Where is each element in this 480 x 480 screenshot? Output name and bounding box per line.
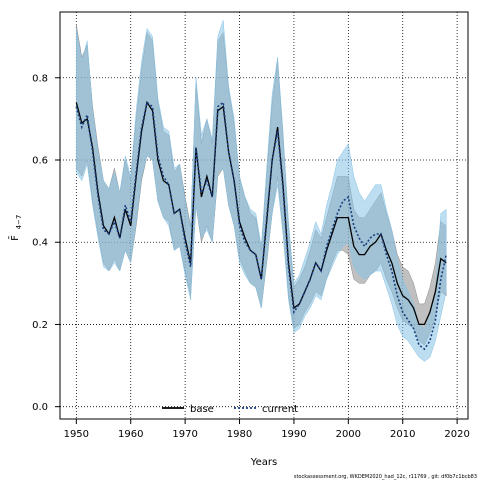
x-tick-label: 1960 xyxy=(118,429,143,440)
legend: base current xyxy=(162,404,298,415)
x-tick-label: 1970 xyxy=(172,429,197,440)
x-axis-title: Years xyxy=(250,457,277,468)
line-layer xyxy=(75,100,447,351)
tick-layer: 1950 1960 1970 1980 1990 2000 2010 2020 0.0 0.2 0.… xyxy=(32,73,470,440)
current-confidence-band xyxy=(76,20,447,362)
x-tick-label: 2000 xyxy=(336,429,361,440)
x-tick-label: 1950 xyxy=(64,429,89,440)
legend-current-label: current xyxy=(262,404,298,415)
y-tick-label: 0.0 xyxy=(32,402,48,413)
x-tick-label: 1990 xyxy=(281,429,306,440)
x-tick-label: 2020 xyxy=(444,429,469,440)
y-tick-label: 0.2 xyxy=(32,320,48,331)
x-tick-label: 1980 xyxy=(227,429,252,440)
band-layer xyxy=(76,20,447,362)
grid-layer xyxy=(60,12,468,419)
legend-base-label: base xyxy=(190,404,214,415)
y-tick-label: 0.8 xyxy=(32,73,48,84)
current-series-line xyxy=(75,100,447,351)
x-tick-label: 2010 xyxy=(390,429,415,440)
plot-frame xyxy=(59,11,469,420)
y-axis-title: F̄ 4−7 xyxy=(8,215,23,241)
credit-text: stockassessment.org, WKDEM2020_had_12c, … xyxy=(294,474,477,480)
y-axis-title-main: F̄ xyxy=(8,235,21,241)
y-axis-title-subscript: 4−7 xyxy=(15,215,23,230)
y-tick-label: 0.4 xyxy=(32,238,48,249)
y-tick-label: 0.6 xyxy=(32,156,48,167)
